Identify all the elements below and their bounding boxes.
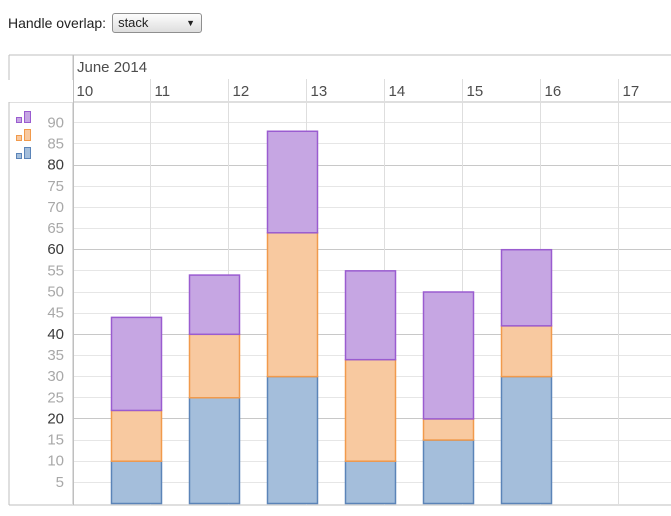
bar-14-series-3 bbox=[344, 270, 397, 361]
x-tick-label-17: 17 bbox=[623, 83, 640, 100]
bar-15-series-1 bbox=[422, 439, 475, 505]
bar-11-series-1 bbox=[110, 460, 163, 505]
bar-12-series-2 bbox=[188, 333, 241, 399]
y-tick-label-20: 20 bbox=[47, 410, 64, 427]
bar-12-series-3 bbox=[188, 274, 241, 336]
legend bbox=[16, 111, 31, 159]
x-tick-label-16: 16 bbox=[545, 83, 562, 100]
legend-bar-small bbox=[16, 117, 22, 123]
bar-16-series-3 bbox=[500, 248, 553, 327]
overlap-label: Handle overlap: bbox=[8, 15, 107, 31]
x-tick-label-15: 15 bbox=[467, 83, 484, 100]
legend-icon-series-2 bbox=[16, 129, 31, 141]
y-tick-label-90: 90 bbox=[47, 114, 64, 131]
y-tick-label-35: 35 bbox=[47, 347, 64, 364]
y-tick-label-10: 10 bbox=[47, 453, 64, 470]
bar-16-series-1 bbox=[500, 375, 553, 505]
y-tick-label-25: 25 bbox=[47, 389, 64, 406]
legend-bar-tall bbox=[24, 111, 31, 123]
y-axis-ticks: 5 10 15 20 25 30 35 40 45 50 55 60 65 70 75 80 85 90 bbox=[47, 114, 64, 491]
x-axis-ticks: 10 11 12 13 14 15 16 17 bbox=[0, 80, 639, 102]
y-tick-label-70: 70 bbox=[47, 199, 64, 216]
bar-15-series-2 bbox=[422, 418, 475, 441]
y-tick-label-40: 40 bbox=[47, 326, 64, 343]
y-tick-label-30: 30 bbox=[47, 368, 64, 385]
y-tick-label-5: 5 bbox=[56, 474, 64, 491]
grid bbox=[73, 122, 671, 483]
bar-13-series-3 bbox=[266, 130, 319, 234]
legend-icon-series-1 bbox=[16, 147, 31, 159]
bar-segments bbox=[110, 130, 553, 505]
bar-12-series-1 bbox=[188, 397, 241, 505]
bar-15-series-3 bbox=[422, 291, 475, 420]
x-tick-label-13: 13 bbox=[311, 83, 328, 100]
legend-bar-tall bbox=[24, 147, 31, 159]
tick-clip-mask bbox=[0, 80, 73, 102]
y-tick-label-65: 65 bbox=[47, 220, 64, 237]
y-tick-label-60: 60 bbox=[47, 241, 64, 258]
overlap-select-value: stack bbox=[118, 15, 149, 30]
legend-bar-tall bbox=[24, 129, 31, 141]
bar-14-series-2 bbox=[344, 358, 397, 462]
bar-13-series-2 bbox=[266, 232, 319, 378]
y-tick-label-85: 85 bbox=[47, 135, 64, 152]
bar-16-series-2 bbox=[500, 325, 553, 378]
y-tick-label-45: 45 bbox=[47, 305, 64, 322]
bar-11-series-2 bbox=[110, 409, 163, 462]
dropdown-arrow-icon: ▼ bbox=[186, 18, 196, 28]
y-tick-label-75: 75 bbox=[47, 178, 64, 195]
overlap-control: Handle overlap: stack ▼ bbox=[8, 13, 203, 33]
y-tick-label-80: 80 bbox=[47, 157, 64, 174]
x-tick-label-11: 11 bbox=[155, 83, 171, 100]
legend-bar-small bbox=[16, 135, 22, 141]
bar-13-series-1 bbox=[266, 375, 319, 505]
legend-icon-series-3 bbox=[16, 111, 31, 123]
y-tick-label-55: 55 bbox=[47, 262, 64, 279]
bar-11-series-3 bbox=[110, 316, 163, 412]
x-tick-label-10: 10 bbox=[77, 83, 94, 100]
y-tick-label-15: 15 bbox=[47, 432, 64, 449]
legend-bar-small bbox=[16, 153, 22, 159]
month-label: June 2014 bbox=[77, 59, 147, 76]
y-tick-label-50: 50 bbox=[47, 284, 64, 301]
bar-14-series-1 bbox=[344, 460, 397, 505]
x-tick-label-12: 12 bbox=[233, 83, 250, 100]
x-tick-label-14: 14 bbox=[389, 83, 406, 100]
overlap-select[interactable]: stack ▼ bbox=[112, 13, 203, 33]
